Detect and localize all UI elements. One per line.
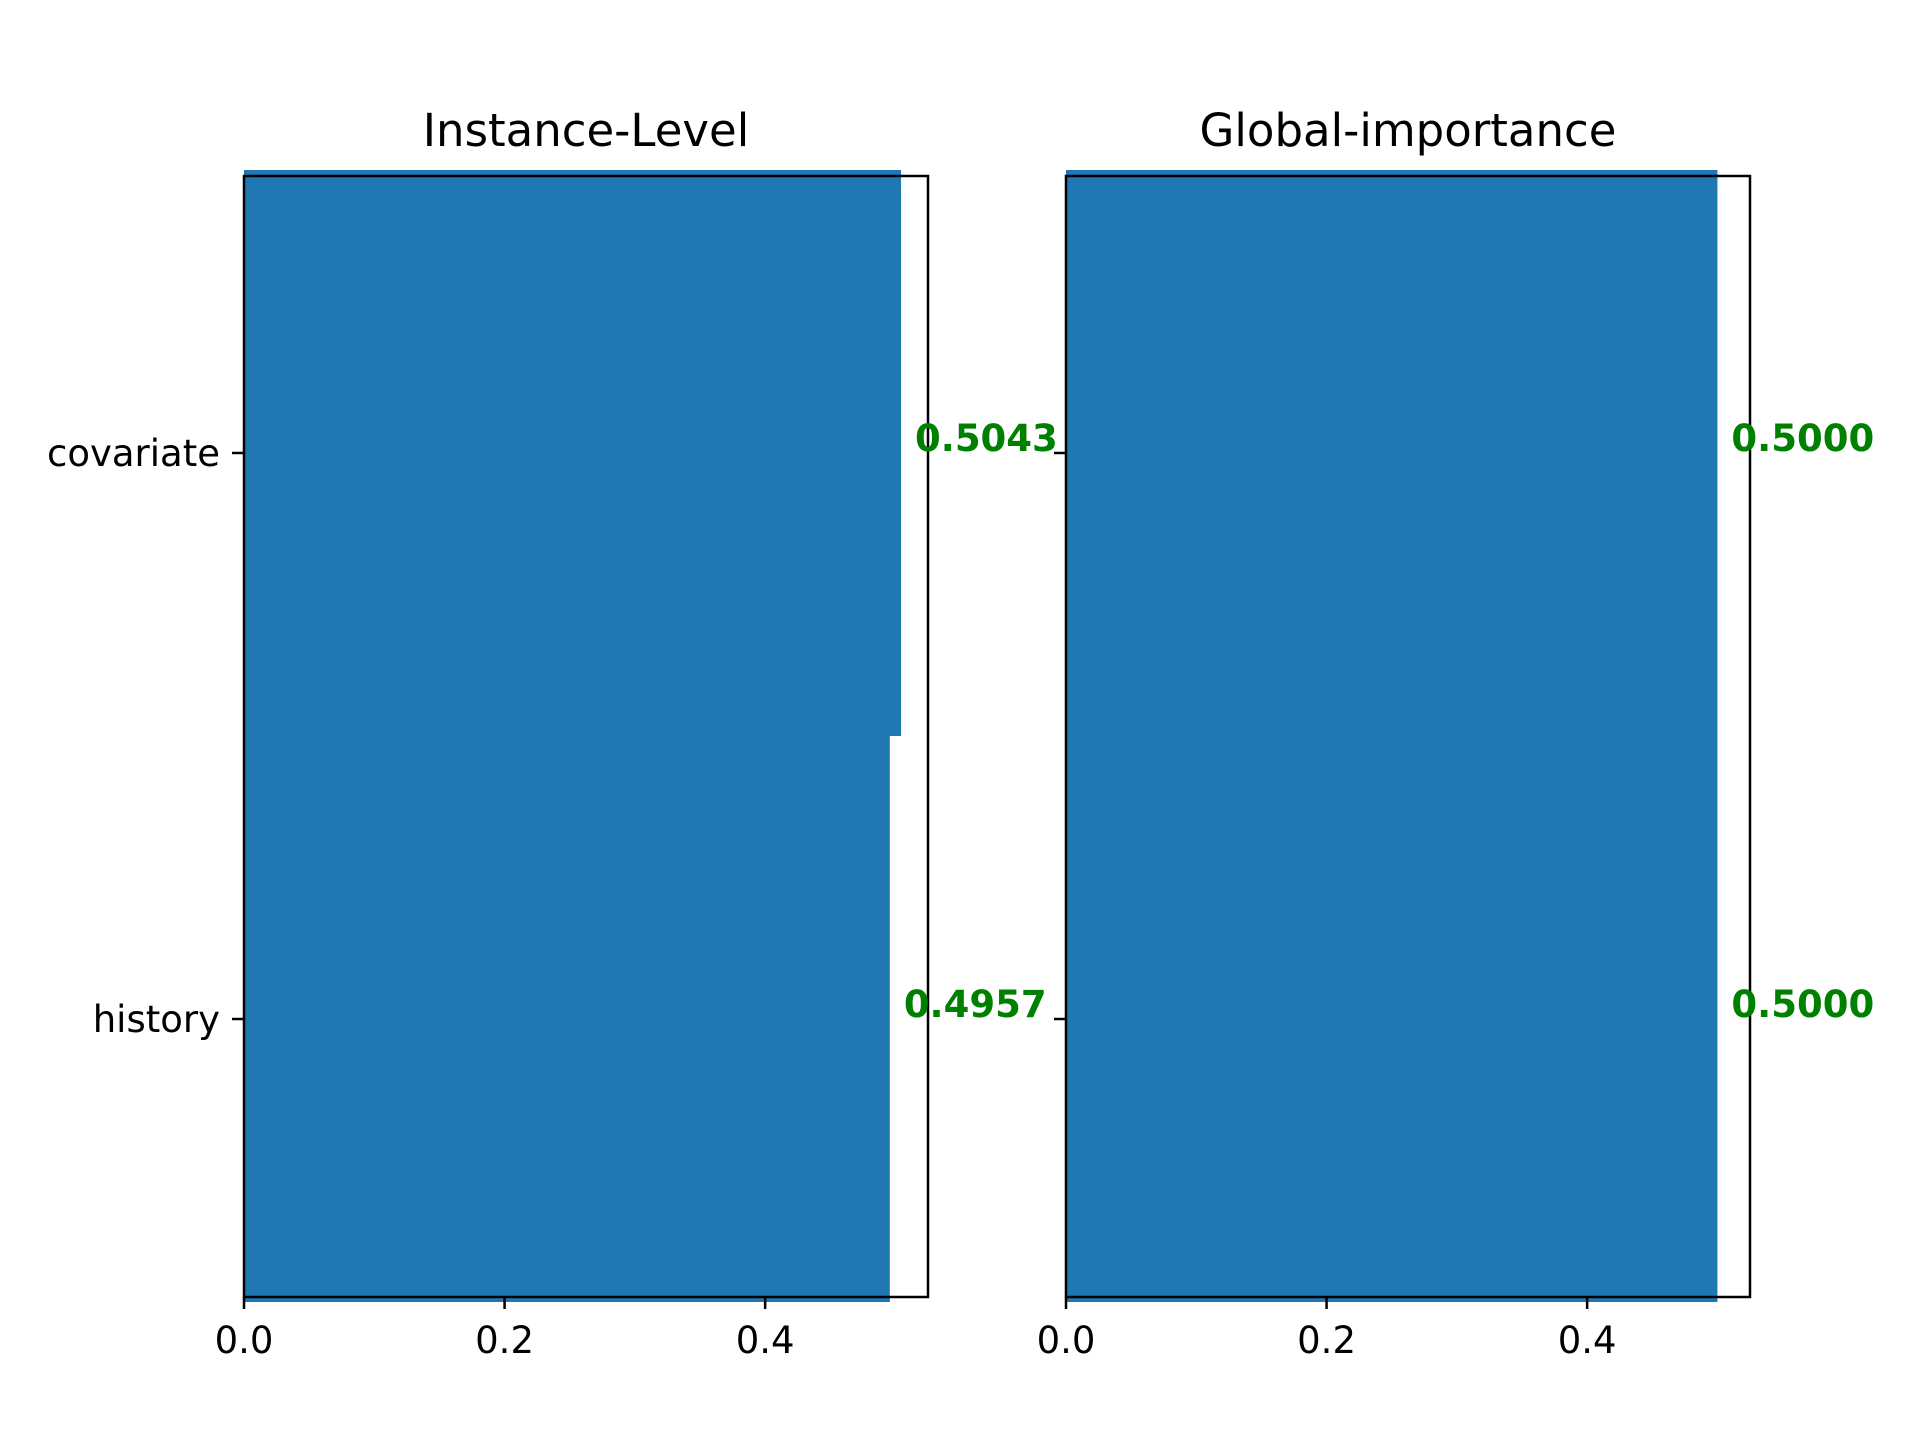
chart-panel-2: Global-importance 0.0 0.2 0.4 xyxy=(1037,104,1752,1362)
axes-frame xyxy=(242,174,930,1299)
bar-covariate xyxy=(244,170,902,736)
bar-value-label: 0.4957 xyxy=(904,983,1047,1026)
x-tick-label: 0.0 xyxy=(1037,1319,1096,1362)
bar-history xyxy=(1066,736,1718,1302)
bar-value-label: 0.5000 xyxy=(1731,417,1874,460)
x-tick-label: 0.4 xyxy=(736,1319,795,1362)
bar-covariate xyxy=(1066,170,1718,736)
x-tick-label: 0.4 xyxy=(1558,1319,1617,1362)
y-tick-label: history xyxy=(93,998,220,1041)
axes-frame xyxy=(1064,174,1752,1299)
bar-history xyxy=(244,736,890,1302)
bar-value-label: 0.5043 xyxy=(915,417,1058,460)
chart-title: Instance-Level xyxy=(423,104,749,157)
x-tick-label: 0.0 xyxy=(215,1319,274,1362)
chart-panel-1: Instance-Level covariate history 0.0 0.2 0.4 xyxy=(47,104,930,1362)
bar-value-label: 0.5000 xyxy=(1731,983,1874,1026)
chart-title: Global-importance xyxy=(1200,104,1617,157)
x-tick-label: 0.2 xyxy=(475,1319,534,1362)
x-tick-label: 0.2 xyxy=(1297,1319,1356,1362)
y-tick-label: covariate xyxy=(47,432,220,475)
